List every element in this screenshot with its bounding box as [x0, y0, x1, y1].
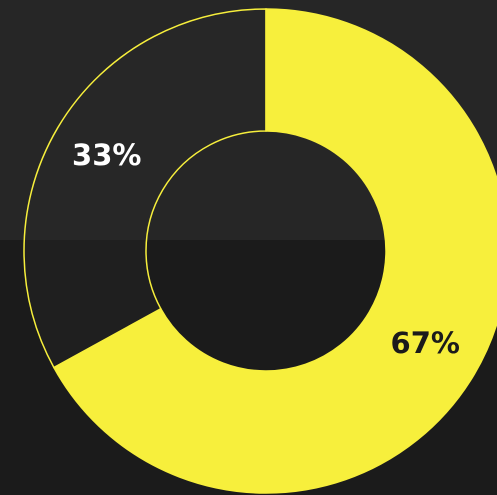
donut-labels: 67% 33%: [72, 138, 460, 360]
donut-slices: [23, 8, 497, 494]
slice-label-33-percent: 33%: [72, 138, 141, 172]
donut-slice-33: [23, 8, 267, 369]
donut-slice-67: [52, 8, 497, 494]
slice-label-67-percent: 67%: [391, 326, 460, 360]
